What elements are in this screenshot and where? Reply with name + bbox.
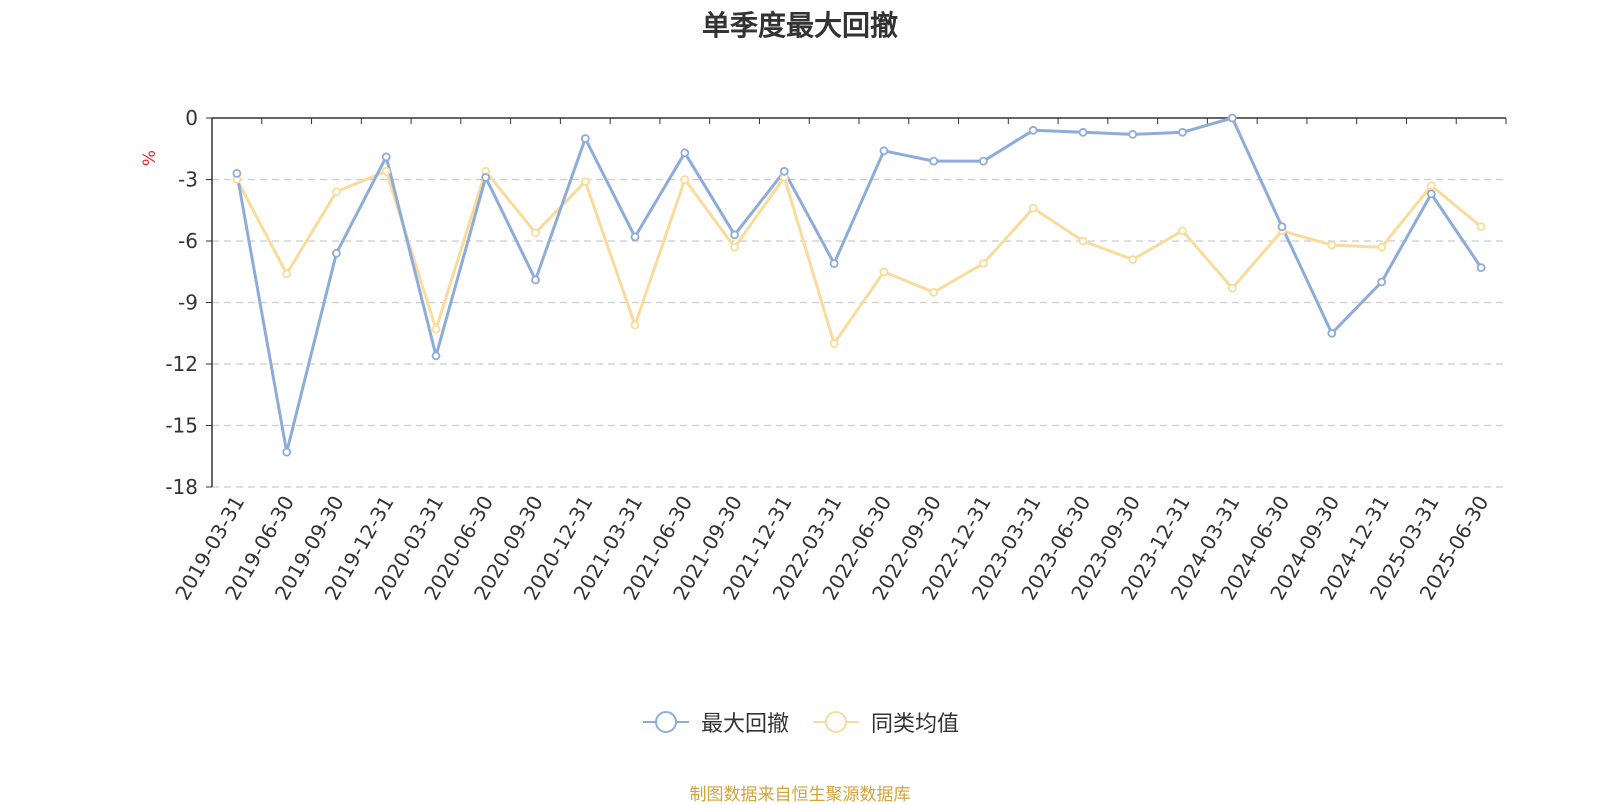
data-point xyxy=(481,172,491,182)
data-point xyxy=(1327,328,1337,338)
data-point xyxy=(1028,203,1038,213)
legend: 最大回撤 同类均值 xyxy=(0,706,1600,738)
data-point xyxy=(1078,236,1088,246)
data-point xyxy=(1078,127,1088,137)
legend-marker-icon xyxy=(813,711,859,733)
data-point xyxy=(829,339,839,348)
data-point xyxy=(331,187,341,197)
data-point xyxy=(630,320,640,330)
data-point xyxy=(232,168,242,178)
legend-marker-icon xyxy=(642,711,689,733)
source-note: 制图数据来自恒生聚源数据库 xyxy=(689,785,911,805)
chart-title: 单季度最大回撤 xyxy=(701,9,898,42)
data-point xyxy=(1277,222,1287,232)
y-tick-label: -3 xyxy=(178,168,198,192)
data-point xyxy=(1227,283,1237,293)
data-point xyxy=(1178,226,1187,236)
y-tick-label: -6 xyxy=(178,229,198,253)
data-point xyxy=(1128,129,1138,139)
legend-label: 最大回撤 xyxy=(700,712,789,737)
data-points xyxy=(232,113,1486,457)
data-point xyxy=(531,275,540,285)
data-point xyxy=(431,351,441,361)
data-point xyxy=(779,166,789,176)
data-point xyxy=(730,230,739,240)
y-axis-label: % xyxy=(140,150,160,166)
data-point xyxy=(979,259,988,268)
data-point xyxy=(331,248,341,258)
data-point xyxy=(829,259,839,268)
y-tick-label: -12 xyxy=(165,352,198,376)
data-point xyxy=(680,175,690,184)
data-point xyxy=(1227,113,1237,123)
legend-item-peer-average[interactable]: 同类均值 xyxy=(811,706,959,738)
y-tick-label: -18 xyxy=(165,475,198,499)
data-point xyxy=(580,177,590,187)
data-point xyxy=(531,228,540,238)
data-point xyxy=(979,156,988,166)
line-chart: 0-3-6-9-12-15-182019-03-312019-06-302019… xyxy=(140,106,1507,604)
y-tick-label: -15 xyxy=(165,414,198,438)
data-point xyxy=(580,134,590,143)
y-tick-label: -9 xyxy=(178,291,198,315)
data-point xyxy=(730,242,739,252)
grid-lines xyxy=(212,178,1506,488)
data-point xyxy=(929,156,939,166)
data-point xyxy=(1476,222,1486,232)
legend-item-max-drawdown[interactable]: 最大回撤 xyxy=(641,706,789,738)
data-point xyxy=(1377,277,1386,287)
legend-label: 同类均值 xyxy=(871,712,960,737)
y-tick-label: 0 xyxy=(185,106,198,130)
data-point xyxy=(1327,240,1337,250)
data-point xyxy=(381,152,391,162)
data-point xyxy=(680,148,690,158)
data-point xyxy=(1128,255,1138,264)
data-point xyxy=(1426,181,1436,191)
data-point xyxy=(1426,189,1436,199)
data-point xyxy=(381,166,391,176)
data-point xyxy=(1178,127,1187,137)
data-point xyxy=(929,287,939,297)
series-line-peer-average xyxy=(235,169,1483,345)
data-point xyxy=(1476,263,1486,273)
data-point xyxy=(282,269,292,279)
data-point xyxy=(1377,242,1386,252)
data-point xyxy=(1028,125,1038,135)
data-point xyxy=(282,447,292,457)
data-point xyxy=(630,232,640,242)
series-line-max-drawdown xyxy=(235,116,1483,454)
data-point xyxy=(879,146,889,156)
series-lines xyxy=(235,116,1483,454)
data-point xyxy=(431,324,441,334)
data-point xyxy=(879,267,889,277)
